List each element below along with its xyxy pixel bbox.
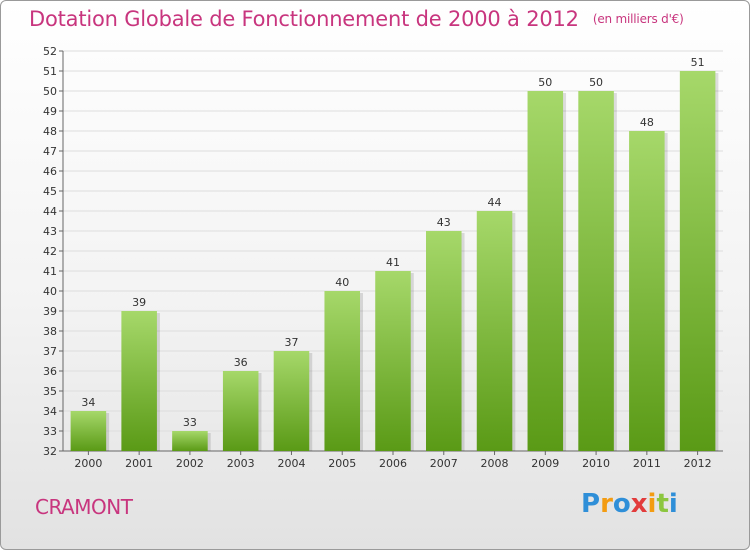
value-labels: 34 39 33 36 37 40 41 43 44 50 50 48 51 [81, 56, 704, 429]
x-tick-label: 2011 [633, 457, 661, 470]
proxiti-logo: Proxiti [581, 489, 678, 519]
bar [70, 411, 107, 451]
x-tick-label: 2005 [328, 457, 356, 470]
y-tick-label: 47 [43, 145, 57, 158]
data-label: 37 [284, 336, 298, 349]
data-label: 51 [691, 56, 705, 69]
y-tick-label: 35 [43, 385, 57, 398]
y-tick-label: 50 [43, 85, 57, 98]
y-tick-label: 43 [43, 225, 57, 238]
logo-letter: r [600, 489, 613, 519]
bar [629, 131, 665, 451]
y-tick-label: 37 [43, 345, 57, 358]
y-tick-label: 38 [43, 325, 57, 338]
data-label: 50 [589, 76, 603, 89]
logo-letter: P [581, 489, 601, 519]
y-tick-label: 34 [43, 405, 57, 418]
y-tick-label: 48 [43, 125, 57, 138]
bar [375, 271, 411, 451]
logo-letter: i [647, 489, 657, 519]
y-tick-label: 49 [43, 105, 57, 118]
x-tick-label: 2001 [125, 457, 153, 470]
y-tick-label: 46 [43, 165, 57, 178]
data-label: 36 [234, 356, 248, 369]
x-tick-label: 2003 [227, 457, 255, 470]
data-label: 34 [81, 396, 95, 409]
bar [679, 71, 716, 451]
bar [222, 371, 259, 451]
logo-letter: x [630, 489, 648, 519]
data-label: 48 [640, 116, 654, 129]
bar [273, 351, 310, 451]
y-tick-label: 40 [43, 285, 57, 298]
bar [172, 431, 208, 451]
bar [324, 291, 360, 451]
bars [70, 71, 719, 451]
y-tick-label: 32 [43, 445, 57, 458]
chart-subtitle: (en milliers d'€) [592, 12, 684, 26]
x-tick-label: 2006 [379, 457, 407, 470]
logo-letter: o [612, 489, 631, 519]
y-tick-label: 51 [43, 65, 57, 78]
bar [527, 91, 564, 451]
bar [578, 91, 614, 451]
chart-title: Dotation Globale de Fonctionnement de 20… [29, 7, 684, 31]
data-label: 50 [538, 76, 552, 89]
x-tick-label: 2008 [481, 457, 509, 470]
bar [121, 311, 157, 451]
data-label: 40 [335, 276, 349, 289]
x-tick-label: 2009 [531, 457, 559, 470]
x-tick-label: 2000 [74, 457, 102, 470]
y-tick-label: 33 [43, 425, 57, 438]
commune-name: CRAMONT [35, 495, 133, 519]
data-label: 41 [386, 256, 400, 269]
data-label: 43 [437, 216, 451, 229]
bar [426, 231, 462, 451]
y-tick-label: 36 [43, 365, 57, 378]
y-tick-label: 52 [43, 45, 57, 58]
y-tick-label: 42 [43, 245, 57, 258]
x-tick-label: 2010 [582, 457, 610, 470]
y-tick-label: 41 [43, 265, 57, 278]
bar [476, 211, 513, 451]
data-label: 44 [488, 196, 502, 209]
chart-title-text: Dotation Globale de Fonctionnement de 20… [29, 7, 579, 31]
y-tick-label: 39 [43, 305, 57, 318]
y-tick-label: 44 [43, 205, 57, 218]
x-tick-label: 2012 [684, 457, 712, 470]
x-tick-label: 2002 [176, 457, 204, 470]
y-tick-label: 45 [43, 185, 57, 198]
x-tick-label: 2004 [277, 457, 305, 470]
x-tick-label: 2007 [430, 457, 458, 470]
data-label: 39 [132, 296, 146, 309]
data-label: 33 [183, 416, 197, 429]
logo-letter: t [656, 489, 669, 519]
logo-letter: i [668, 489, 678, 519]
